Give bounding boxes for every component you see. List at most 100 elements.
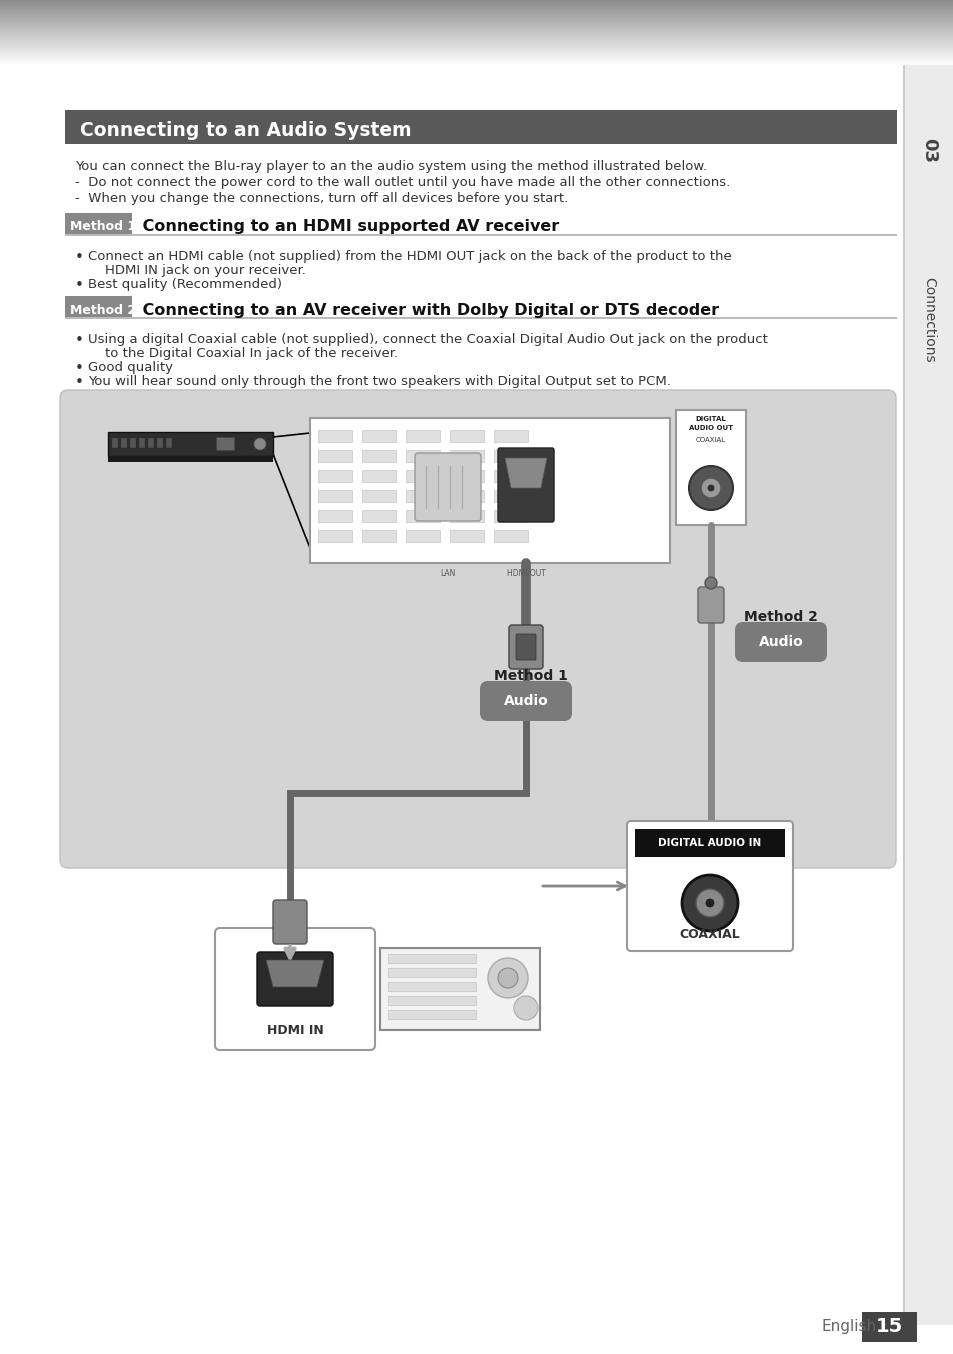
- FancyBboxPatch shape: [734, 621, 826, 662]
- Bar: [65, 297, 132, 317]
- Bar: [317, 510, 352, 523]
- Bar: [166, 437, 172, 448]
- Bar: [108, 456, 273, 462]
- Polygon shape: [266, 960, 324, 987]
- Text: •: •: [75, 250, 84, 265]
- Bar: [494, 470, 527, 482]
- Text: to the Digital Coaxial In jack of the receiver.: to the Digital Coaxial In jack of the re…: [88, 347, 397, 360]
- Text: •: •: [75, 333, 84, 348]
- Bar: [388, 955, 476, 963]
- Bar: [450, 470, 483, 482]
- Bar: [406, 510, 439, 523]
- Bar: [65, 317, 896, 318]
- Text: •: •: [75, 375, 84, 390]
- Text: You can connect the Blu-ray player to an the audio system using the method illus: You can connect the Blu-ray player to an…: [75, 160, 706, 173]
- Text: Audio: Audio: [503, 695, 548, 708]
- Bar: [361, 470, 395, 482]
- Bar: [361, 450, 395, 462]
- Bar: [450, 450, 483, 462]
- FancyBboxPatch shape: [415, 454, 480, 521]
- Bar: [406, 529, 439, 542]
- Bar: [108, 432, 273, 456]
- Bar: [317, 529, 352, 542]
- Bar: [139, 437, 145, 448]
- Bar: [450, 529, 483, 542]
- Bar: [450, 510, 483, 523]
- Bar: [317, 470, 352, 482]
- FancyBboxPatch shape: [509, 626, 542, 669]
- Text: English: English: [821, 1320, 876, 1335]
- Bar: [494, 450, 527, 462]
- FancyBboxPatch shape: [214, 927, 375, 1049]
- Text: •: •: [75, 362, 84, 376]
- Bar: [635, 829, 784, 857]
- Circle shape: [488, 959, 527, 998]
- Bar: [903, 65, 953, 1326]
- Text: Method 1: Method 1: [494, 669, 567, 682]
- Text: Connecting to an HDMI supported AV receiver: Connecting to an HDMI supported AV recei…: [137, 219, 558, 234]
- Bar: [388, 968, 476, 978]
- Bar: [450, 431, 483, 441]
- Text: Connecting to an Audio System: Connecting to an Audio System: [80, 122, 411, 141]
- FancyBboxPatch shape: [273, 900, 307, 944]
- Bar: [361, 431, 395, 441]
- Bar: [388, 1010, 476, 1020]
- Bar: [862, 1312, 916, 1342]
- Text: COAXIAL: COAXIAL: [679, 929, 740, 941]
- FancyBboxPatch shape: [626, 821, 792, 951]
- Bar: [388, 982, 476, 991]
- Bar: [121, 437, 127, 448]
- Text: Audio: Audio: [758, 635, 802, 649]
- Bar: [406, 431, 439, 441]
- Text: 03: 03: [919, 138, 937, 162]
- Bar: [112, 437, 118, 448]
- Text: •: •: [75, 278, 84, 292]
- Bar: [388, 997, 476, 1005]
- Bar: [902, 65, 904, 1326]
- Bar: [361, 490, 395, 502]
- Circle shape: [688, 466, 732, 510]
- Bar: [406, 450, 439, 462]
- Circle shape: [700, 478, 720, 498]
- Text: Connecting to an AV receiver with Dolby Digital or DTS decoder: Connecting to an AV receiver with Dolby …: [137, 302, 719, 317]
- Circle shape: [497, 968, 517, 988]
- Bar: [157, 437, 163, 448]
- Text: Method 1: Method 1: [70, 221, 136, 233]
- FancyBboxPatch shape: [516, 634, 536, 659]
- Bar: [676, 410, 745, 525]
- Bar: [65, 234, 896, 236]
- Bar: [361, 510, 395, 523]
- Text: LAN: LAN: [440, 569, 456, 578]
- Bar: [361, 529, 395, 542]
- Bar: [494, 490, 527, 502]
- Text: DIGITAL AUDIO IN: DIGITAL AUDIO IN: [658, 838, 760, 848]
- Circle shape: [681, 875, 738, 932]
- FancyBboxPatch shape: [256, 952, 333, 1006]
- Text: You will hear sound only through the front two speakers with Digital Output set : You will hear sound only through the fro…: [88, 375, 670, 389]
- Text: COAXIAL: COAXIAL: [695, 437, 725, 443]
- Bar: [317, 450, 352, 462]
- Polygon shape: [504, 458, 546, 487]
- Bar: [317, 431, 352, 441]
- Bar: [406, 490, 439, 502]
- FancyBboxPatch shape: [698, 881, 723, 918]
- Circle shape: [514, 997, 537, 1020]
- Text: Connect an HDMI cable (not supplied) from the HDMI OUT jack on the back of the p: Connect an HDMI cable (not supplied) fro…: [88, 250, 731, 263]
- Text: Method 2: Method 2: [70, 303, 136, 317]
- FancyBboxPatch shape: [60, 390, 895, 868]
- Bar: [317, 490, 352, 502]
- Circle shape: [696, 890, 723, 917]
- FancyBboxPatch shape: [497, 448, 554, 523]
- Bar: [65, 213, 132, 234]
- Bar: [65, 110, 896, 144]
- Text: -  When you change the connections, turn off all devices before you start.: - When you change the connections, turn …: [75, 192, 568, 204]
- Bar: [494, 510, 527, 523]
- Text: 15: 15: [875, 1317, 902, 1336]
- Circle shape: [707, 485, 713, 492]
- Text: HDMI IN jack on your receiver.: HDMI IN jack on your receiver.: [88, 264, 306, 278]
- Bar: [494, 529, 527, 542]
- Text: Method 2: Method 2: [743, 611, 817, 624]
- Text: Connections: Connections: [921, 278, 935, 363]
- Circle shape: [705, 899, 713, 907]
- Text: AUDIO OUT: AUDIO OUT: [688, 425, 732, 431]
